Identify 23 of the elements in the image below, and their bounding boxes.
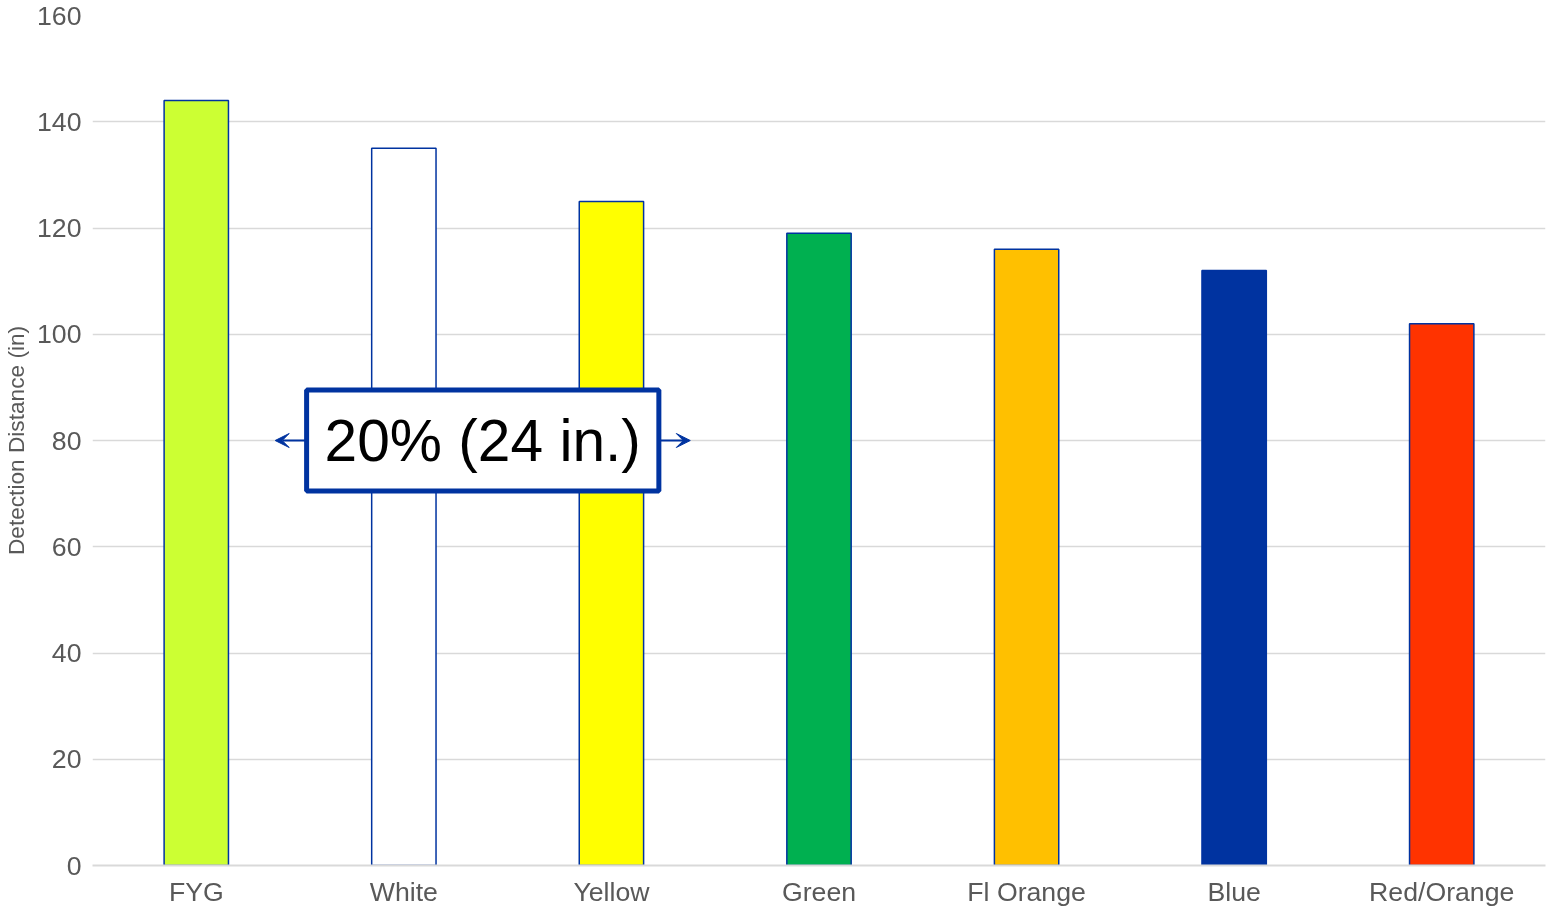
y-tick-label: 0 xyxy=(66,850,82,881)
y-tick-label: 100 xyxy=(37,319,82,350)
x-tick-label: Fl Orange xyxy=(967,876,1086,907)
x-tick-label: Green xyxy=(781,876,857,907)
bar xyxy=(163,99,230,866)
y-axis-title: Detection Distance (in) xyxy=(3,325,30,556)
bar xyxy=(993,248,1060,866)
x-tick-label: Red/Orange xyxy=(1369,876,1515,907)
y-tick-label: 60 xyxy=(51,531,82,562)
y-tick-label: 160 xyxy=(37,0,82,31)
y-tick-label: 120 xyxy=(37,213,82,243)
y-tick-label: 80 xyxy=(51,425,82,456)
x-tick-label: Yellow xyxy=(573,876,651,907)
x-tick-label: White xyxy=(369,876,438,907)
bar xyxy=(786,232,852,866)
bar xyxy=(1408,322,1475,866)
y-tick-label: 20 xyxy=(51,744,82,775)
bar xyxy=(1201,269,1268,866)
x-tick-label: FYG xyxy=(168,876,224,907)
annotation: 20% (24 in.) xyxy=(324,408,641,473)
x-tick-label: Blue xyxy=(1207,876,1261,907)
y-tick-label: 140 xyxy=(37,106,82,137)
y-tick-label: 40 xyxy=(51,638,82,668)
